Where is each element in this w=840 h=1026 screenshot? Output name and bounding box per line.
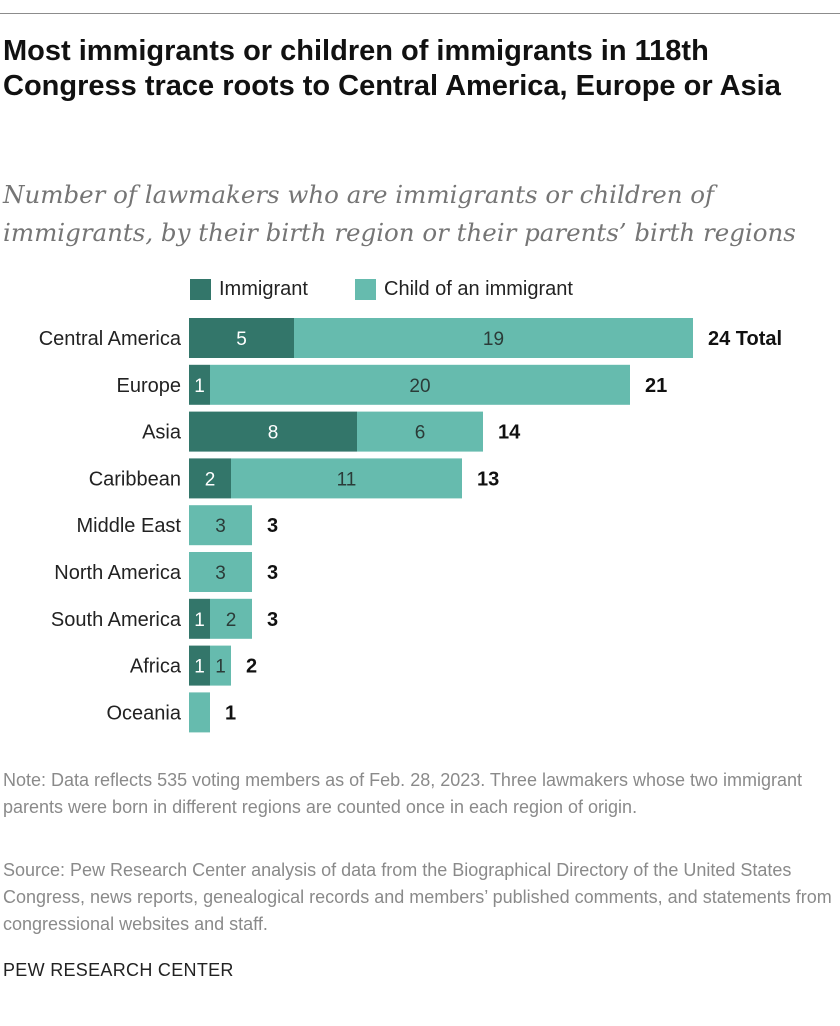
bar-immigrant-africa [189,645,210,686]
top-rule [0,13,840,14]
bar-value-child-africa: 1 [215,657,226,678]
category-label-north-america: North America [54,562,182,584]
bar-value-child-south-america: 2 [226,610,237,631]
bar-child-south-america [210,598,252,639]
bar-immigrant-south-america [189,598,210,639]
total-label-caribbean: 13 [477,468,499,490]
category-label-europe: Europe [117,375,182,397]
category-label-middle-east: Middle East [77,515,182,537]
bar-child-north-america [189,552,252,592]
bar-child-oceania [189,692,210,733]
legend-swatch-child [355,279,376,300]
total-label-north-america: 3 [267,562,278,584]
bar-child-africa [210,645,231,686]
legend-label-immigrant: Immigrant [219,278,308,300]
legend-swatch-immigrant [190,279,211,300]
bar-value-immigrant-caribbean: 2 [205,469,216,490]
bar-child-central-america [294,318,693,358]
total-label-africa: 2 [246,656,257,678]
bar-value-child-central-america: 19 [483,329,504,350]
bar-value-immigrant-europe: 1 [194,376,205,397]
chart-note: Note: Data reflects 535 voting members a… [3,770,803,817]
chart-source: Source: Pew Research Center analysis of … [3,860,832,934]
total-label-middle-east: 3 [267,515,278,537]
bar-child-asia [357,411,483,452]
bar-value-immigrant-central-america: 5 [236,329,247,350]
bar-value-child-north-america: 3 [215,563,226,584]
bar-value-immigrant-africa: 1 [194,657,205,678]
bar-immigrant-central-america [189,318,294,358]
total-label-europe: 21 [645,375,667,397]
bar-value-child-asia: 6 [415,423,426,444]
category-label-africa: Africa [130,656,182,678]
category-label-central-america: Central America [39,328,182,350]
bar-value-immigrant-south-america: 1 [194,610,205,631]
category-label-south-america: South America [51,609,182,631]
footer-brand: PEW RESEARCH CENTER [3,960,234,980]
bar-value-child-europe: 20 [409,376,430,397]
bar-immigrant-caribbean [189,458,231,499]
category-label-caribbean: Caribbean [89,468,181,490]
chart-subtitle: Number of lawmakers who are immigrants o… [3,180,796,247]
chart-title: Most immigrants or children of immigrant… [3,35,781,102]
total-label-asia: 14 [498,422,521,444]
category-label-oceania: Oceania [107,702,182,724]
bar-value-child-caribbean: 11 [337,469,357,490]
total-label-oceania: 1 [225,702,236,724]
bar-child-europe [210,364,630,405]
total-label-south-america: 3 [267,609,278,631]
legend-label-child: Child of an immigrant [384,278,573,300]
category-label-asia: Asia [142,422,182,444]
bar-child-middle-east [189,505,252,546]
bar-child-caribbean [231,458,462,499]
bar-value-child-middle-east: 3 [215,516,226,537]
total-label-central-america: 24 Total [708,328,782,350]
bar-immigrant-europe [189,364,210,405]
bar-value-immigrant-asia: 8 [268,423,279,444]
bar-immigrant-asia [189,411,357,452]
